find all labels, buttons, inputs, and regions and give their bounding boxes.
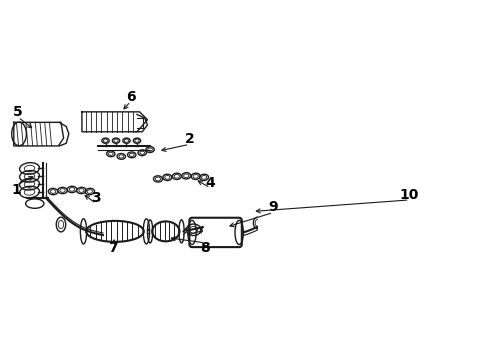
Text: 4: 4 xyxy=(205,176,215,190)
Text: 5: 5 xyxy=(13,105,23,119)
Text: 3: 3 xyxy=(91,192,101,205)
Text: 7: 7 xyxy=(109,241,118,255)
Text: 6: 6 xyxy=(126,90,136,104)
Text: 10: 10 xyxy=(400,188,419,202)
Text: 2: 2 xyxy=(185,132,194,146)
Text: 1: 1 xyxy=(12,184,21,198)
Text: 8: 8 xyxy=(200,241,210,255)
Text: 9: 9 xyxy=(269,200,278,214)
